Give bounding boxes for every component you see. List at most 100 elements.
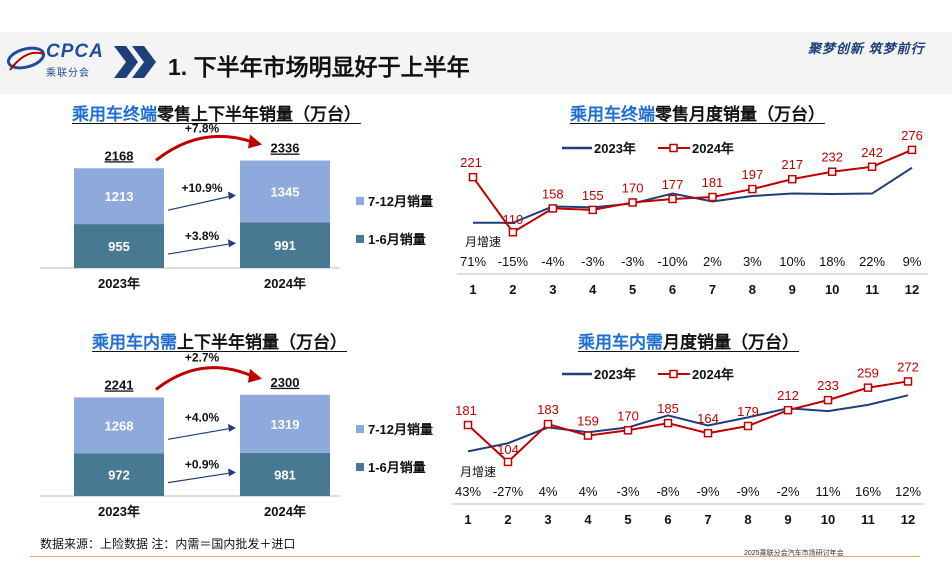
series-2024-label-6: 177	[662, 177, 684, 192]
x-tick-3: 3	[544, 512, 551, 527]
x-tick-2: 2	[509, 282, 516, 297]
h2-growth-arrowhead	[228, 423, 236, 432]
retail-month-title: 乘用车终端零售月度销量（万台）	[570, 105, 825, 124]
header-bar	[0, 32, 952, 94]
legend-2023-label: 2023年	[594, 141, 636, 156]
total-growth-arrow	[155, 134, 255, 162]
growth-row-label: 月增速	[465, 235, 501, 249]
growth-value-2: -15%	[498, 254, 529, 269]
x-tick-8: 8	[744, 512, 751, 527]
retail-half-chart: 955 1213 2168 2023年 991 1345 2336 2024年 +7.8% +10…	[40, 122, 433, 291]
h2-growth-arrow	[167, 194, 235, 211]
legend-2024-marker	[669, 369, 678, 379]
cpca-logo-icon	[6, 46, 46, 71]
series-2024-point-9	[788, 174, 797, 184]
series-2024-label-8: 197	[742, 167, 764, 182]
series-2024-point-9	[783, 405, 793, 415]
bar-category-2: 2024年	[264, 276, 306, 291]
growth-value-1: 71%	[460, 254, 486, 269]
series-2024-point-6	[668, 194, 677, 204]
legend-label-2: 1-6月销量	[368, 232, 426, 247]
total-growth-label: +7.8%	[185, 122, 220, 135]
legend-label-2: 1-6月销量	[368, 460, 426, 475]
legend-swatch-1	[356, 425, 364, 433]
x-tick-12: 12	[901, 512, 915, 527]
growth-value-4: -3%	[581, 254, 605, 269]
bar-total-1: 2241	[105, 377, 134, 392]
double-chevron-icon	[114, 46, 156, 78]
series-2024-label-11: 242	[861, 145, 883, 160]
x-tick-6: 6	[669, 282, 676, 297]
x-tick-5: 5	[629, 282, 636, 297]
series-2024-label-9: 217	[781, 157, 803, 172]
series-2024-point-3	[548, 204, 558, 213]
series-2024-line	[472, 148, 913, 234]
h1-growth-arrow	[167, 242, 235, 255]
growth-row-label: 月增速	[460, 465, 496, 479]
x-tick-7: 7	[709, 282, 716, 297]
bar-total-2: 2336	[271, 141, 300, 156]
growth-value-11: 16%	[855, 484, 881, 499]
logo-subtext: 乘联分会	[46, 68, 90, 79]
series-2023-line	[467, 394, 909, 453]
domestic-month-title: 乘用车内需月度销量（万台）	[578, 333, 799, 352]
series-2024-point-5	[628, 198, 637, 207]
bar-total-1: 2168	[105, 148, 134, 163]
logo-text: CPCA	[46, 41, 104, 62]
total-growth-arrowhead	[248, 368, 262, 383]
growth-value-8: 3%	[743, 254, 762, 269]
series-2024-point-10	[823, 395, 833, 405]
series-2023-line	[473, 166, 913, 224]
series-2024-label-9: 212	[777, 388, 799, 403]
bar-h1-2	[240, 222, 330, 268]
bar-h1-label-1: 972	[108, 468, 130, 483]
total-growth-arrowhead	[248, 134, 262, 149]
series-2024-point-2	[508, 227, 518, 237]
series-2024-label-12: 272	[897, 359, 919, 374]
retail-half-title: 乘用车终端零售上下半年销量（万台）	[72, 105, 361, 124]
bar-h1-2	[240, 452, 330, 496]
series-2024-label-7: 164	[697, 411, 719, 426]
x-tick-5: 5	[624, 512, 631, 527]
series-2024-line	[467, 380, 909, 464]
page-title: 1. 下半年市场明显好于上半年	[168, 54, 470, 80]
series-2024-label-6: 185	[657, 401, 679, 416]
bar-category-2: 2024年	[264, 504, 306, 519]
growth-value-12: 12%	[895, 484, 921, 499]
bar-category-1: 2023年	[98, 276, 140, 291]
legend-2024-marker	[669, 143, 678, 153]
x-tick-4: 4	[584, 512, 592, 527]
x-tick-1: 1	[464, 512, 471, 527]
bar-category-1: 2023年	[98, 504, 140, 519]
bar-h2-label-1: 1213	[105, 189, 134, 204]
data-source-note: 数据来源：上险数据 注：内需＝国内批发＋进口	[40, 537, 296, 551]
growth-value-9: 10%	[779, 254, 805, 269]
growth-value-1: 43%	[455, 484, 481, 499]
domestic-half-title: 乘用车内需上下半年销量（万台）	[92, 333, 347, 352]
growth-value-2: -27%	[493, 484, 524, 499]
slogan: 聚梦创新 筑梦前行	[808, 41, 925, 56]
bar-h2-label-2: 1319	[271, 417, 300, 432]
legend-2024-label: 2024年	[692, 141, 734, 156]
legend-swatch-2	[356, 235, 364, 243]
series-2024-label-5: 170	[617, 408, 639, 423]
series-2024-point-1	[468, 172, 478, 182]
series-2024-point-11	[863, 383, 873, 392]
bar-h2-label-2: 1345	[271, 184, 300, 199]
growth-value-12: 9%	[903, 254, 922, 269]
bar-total-2: 2300	[271, 375, 300, 390]
growth-value-6: -10%	[657, 254, 688, 269]
growth-value-3: 4%	[539, 484, 558, 499]
legend-label-1: 7-12月销量	[368, 194, 433, 209]
series-2024-point-5	[623, 426, 633, 435]
bar-h2-1	[74, 168, 164, 225]
total-growth-arrow	[155, 366, 255, 391]
series-2024-point-4	[583, 431, 593, 440]
series-2024-label-11: 259	[857, 366, 879, 381]
series-2024-label-5: 170	[622, 180, 644, 195]
growth-value-10: 18%	[819, 254, 845, 269]
series-2024-label-4: 159	[577, 414, 599, 429]
bar-h1-label-2: 981	[274, 467, 296, 482]
